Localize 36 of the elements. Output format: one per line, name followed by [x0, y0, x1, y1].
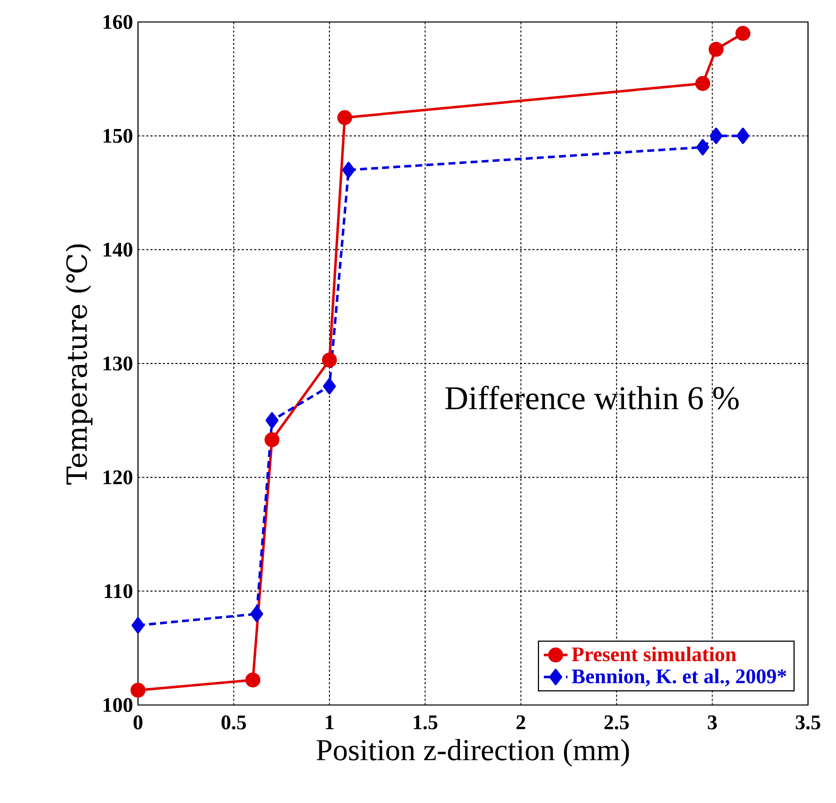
y-tick-label: 150: [104, 128, 132, 143]
x-tick-label: 1.5: [414, 715, 438, 730]
point: [695, 76, 710, 91]
x-tick-label: 3: [708, 715, 717, 730]
point: [250, 606, 264, 622]
point: [735, 26, 750, 41]
y-tick-label: 140: [104, 242, 132, 257]
annotation: Difference within 6 %: [445, 386, 739, 410]
point: [337, 110, 352, 126]
y-tick-label: 100: [104, 698, 132, 712]
x-tick-label: 2: [516, 715, 526, 730]
x-axis-title: Position z-direction (mm): [316, 739, 629, 767]
point: [132, 617, 144, 634]
x-tick-label: 0: [134, 715, 142, 730]
point: [245, 672, 260, 688]
x-tick-label: 1: [326, 715, 334, 730]
point: [322, 378, 336, 394]
point: [736, 128, 750, 144]
point: [708, 42, 724, 57]
x-tick-label: 3.5: [796, 715, 820, 730]
point: [342, 162, 356, 178]
point: [710, 128, 723, 144]
x-tick-label: 2.5: [604, 715, 629, 730]
point: [696, 139, 710, 156]
y-tick-label: 120: [104, 470, 132, 484]
point: [266, 412, 278, 429]
legend-label: Bennion, K. et al., 2009*: [572, 668, 786, 686]
point: [264, 432, 280, 448]
y-tick-label: 130: [104, 356, 132, 370]
y-axis-title: Temperature (℃): [66, 244, 92, 485]
point: [130, 682, 146, 698]
x-tick-label: 0.5: [222, 715, 246, 730]
point: [322, 352, 337, 368]
y-tick-label: 110: [104, 584, 132, 598]
legend-label: Present simulation: [572, 646, 736, 662]
y-tick-label: 160: [104, 15, 132, 29]
